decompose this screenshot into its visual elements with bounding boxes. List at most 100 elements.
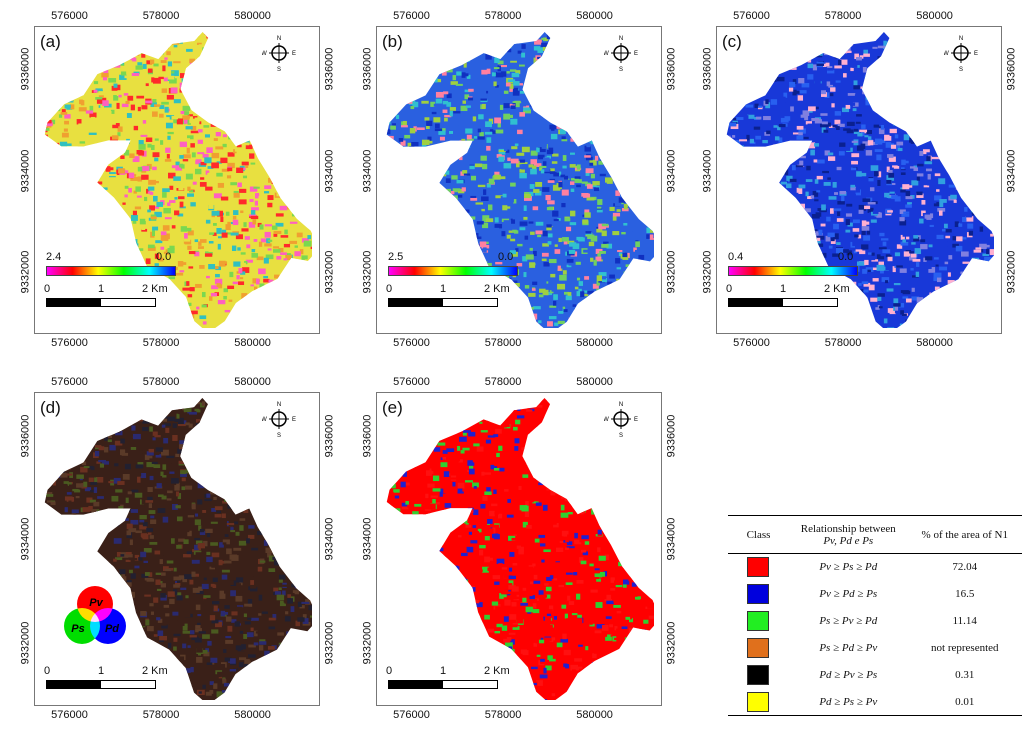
y-tick-label: 9332000: [19, 250, 32, 294]
colorbar: [46, 266, 176, 276]
percent-cell: 72.04: [952, 561, 978, 574]
svg-text:S: S: [277, 67, 281, 72]
scale-label-one: 1: [98, 665, 105, 677]
y-tick-label: 9334000: [19, 149, 32, 193]
x-tick-label: 576000: [733, 10, 770, 22]
scale-bar: [46, 680, 156, 689]
y-tick-label: 9336000: [323, 414, 336, 458]
svg-text:W: W: [604, 51, 609, 57]
x-tick-label: 576000: [733, 337, 770, 349]
north-arrow-icon: N S E W: [944, 36, 978, 72]
svg-text:N: N: [959, 36, 963, 42]
percent-cell: not represented: [931, 642, 999, 654]
colorbar-min: 0.0: [838, 251, 854, 263]
scale-label-two: 2 Km: [484, 665, 510, 677]
map-panel-e: 576000 576000 578000 578000 580000 580000 9336…: [360, 376, 678, 726]
class-swatch-cell: [728, 635, 789, 662]
y-tick-label: 9336000: [665, 414, 678, 458]
y-tick-label: 9334000: [665, 517, 678, 561]
table-header-class: Class: [746, 528, 771, 541]
x-tick-label: 578000: [484, 337, 522, 349]
class-swatch: [747, 665, 770, 685]
y-tick-label: 9336000: [323, 47, 336, 91]
x-tick-label: 576000: [51, 709, 88, 721]
map-panel-b: 576000 576000 578000 578000 580000 580000 9336…: [360, 10, 678, 354]
scale-label-zero: 0: [386, 665, 393, 677]
panel-label: (c): [722, 32, 742, 51]
map-panel-d: 576000 576000 578000 578000 580000 580000 9336…: [18, 376, 336, 726]
table-header-sub: Pv, Pd e Ps: [823, 534, 874, 547]
scale-label-two: 2 Km: [484, 283, 510, 295]
x-tick-label: 578000: [484, 10, 522, 22]
map-panel-c: 576000 576000 578000 578000 580000 580000 9336…: [700, 10, 1018, 354]
x-tick-label: 578000: [484, 709, 522, 721]
y-tick-label: 9332000: [361, 621, 374, 665]
class-swatch-cell: [728, 689, 789, 716]
percent-cell: 11.14: [952, 615, 977, 627]
y-tick-label: 9332000: [323, 621, 336, 665]
scale-label-one: 1: [440, 283, 447, 295]
svg-text:E: E: [634, 51, 638, 57]
x-tick-label: 576000: [51, 376, 88, 388]
y-tick-label: 9332000: [19, 621, 32, 665]
y-tick-label: 9332000: [665, 250, 678, 294]
y-tick-label: 9336000: [19, 414, 32, 458]
x-tick-label: 580000: [234, 337, 271, 349]
percent-cell: 0.31: [955, 669, 975, 681]
table-row: Ps ≥ Pv ≥ Pd 11.14: [728, 608, 1022, 635]
x-tick-label: 578000: [142, 337, 180, 349]
y-tick-label: 9332000: [323, 250, 336, 294]
class-swatch-cell: [728, 608, 789, 635]
svg-text:S: S: [959, 67, 963, 72]
y-tick-label: 9332000: [701, 250, 714, 294]
x-tick-label: 580000: [576, 376, 613, 388]
table-row: Pd ≥ Pv ≥ Ps 0.31: [728, 662, 1022, 689]
x-tick-label: 578000: [142, 709, 180, 721]
class-swatch: [747, 611, 770, 631]
x-tick-label: 580000: [576, 10, 613, 22]
y-tick-label: 9334000: [323, 149, 336, 193]
map-raster: [726, 32, 994, 328]
y-tick-label: 9336000: [665, 47, 678, 91]
colorbar-max: 2.4: [46, 251, 62, 263]
x-tick-label: 576000: [393, 376, 430, 388]
panel-label: (d): [40, 398, 61, 417]
svg-text:E: E: [974, 51, 978, 57]
table-header-percent: % of the area of N1: [921, 528, 1008, 541]
scale-label-one: 1: [98, 283, 105, 295]
class-swatch-cell: [728, 554, 789, 581]
y-tick-label: 9334000: [665, 149, 678, 193]
table-row: Pv ≥ Ps ≥ Pd 72.04: [728, 554, 1022, 581]
relation-cell: Pv ≥ Pd ≥ Ps: [819, 588, 878, 600]
relation-cell: Pd ≥ Pv ≥ Ps: [819, 669, 878, 681]
map-panel-a: 576000 576000 578000 578000 580000 580000 9336…: [18, 10, 336, 354]
y-tick-label: 9336000: [19, 47, 32, 91]
x-tick-label: 576000: [51, 337, 88, 349]
x-tick-label: 580000: [234, 376, 271, 388]
x-tick-label: 578000: [142, 376, 180, 388]
colorbar: [728, 266, 858, 276]
x-tick-label: 576000: [51, 10, 88, 22]
svg-text:W: W: [944, 51, 949, 57]
x-tick-label: 580000: [916, 10, 953, 22]
y-tick-label: 9334000: [1005, 149, 1018, 193]
percent-cell: 16.5: [955, 588, 975, 600]
x-tick-label: 580000: [234, 10, 271, 22]
map-raster: [386, 398, 654, 700]
x-tick-label: 580000: [916, 337, 953, 349]
y-tick-label: 9336000: [1005, 47, 1018, 91]
colorbar-max: 2.5: [388, 251, 404, 263]
percent-cell: 0.01: [955, 695, 975, 708]
colorbar-min: 0.0: [498, 251, 514, 263]
scale-label-zero: 0: [386, 283, 393, 295]
x-tick-label: 578000: [484, 376, 522, 388]
scale-label-zero: 0: [44, 665, 51, 677]
relation-cell: Pd ≥ Ps ≥ Pv: [819, 695, 878, 708]
x-tick-label: 580000: [576, 337, 613, 349]
x-tick-label: 576000: [393, 337, 430, 349]
relation-cell: Ps ≥ Pv ≥ Pd: [819, 615, 878, 627]
relation-cell: Pv ≥ Ps ≥ Pd: [819, 561, 878, 574]
